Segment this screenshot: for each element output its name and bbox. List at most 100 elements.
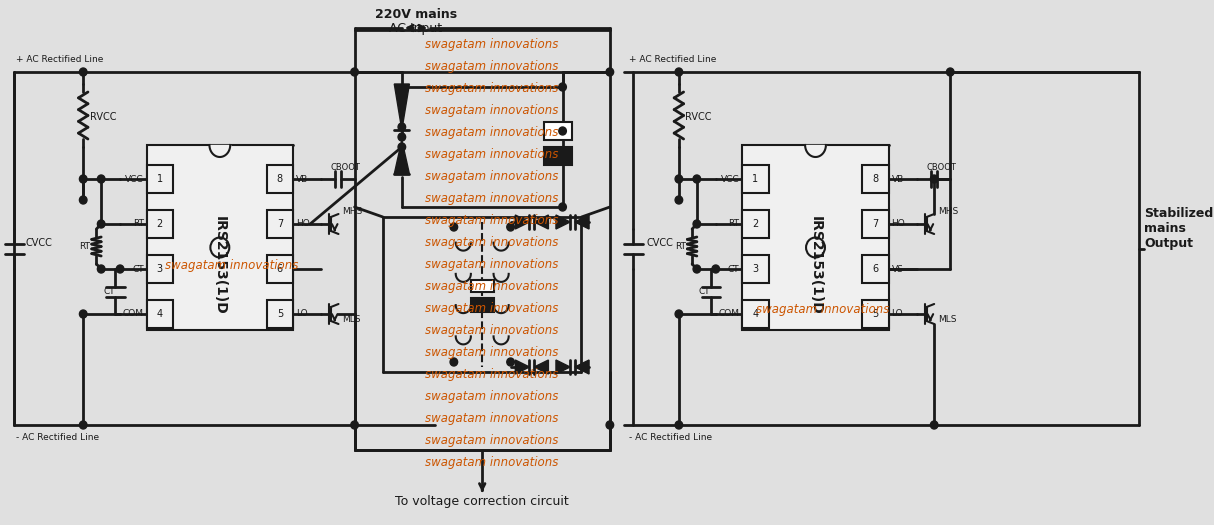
Bar bbox=[471, 279, 494, 291]
Text: RT: RT bbox=[132, 219, 143, 228]
Polygon shape bbox=[515, 215, 529, 229]
Bar bbox=[544, 147, 572, 165]
Circle shape bbox=[398, 123, 405, 131]
Text: IRS2153(1)D: IRS2153(1)D bbox=[809, 216, 823, 315]
Text: swagatam innovations: swagatam innovations bbox=[425, 170, 558, 183]
Bar bbox=[267, 210, 293, 238]
Text: swagatam innovations: swagatam innovations bbox=[425, 82, 558, 95]
Text: swagatam innovations: swagatam innovations bbox=[425, 192, 558, 205]
Text: 6: 6 bbox=[873, 264, 879, 274]
Circle shape bbox=[675, 310, 682, 318]
Bar bbox=[147, 300, 174, 328]
Text: CT: CT bbox=[727, 265, 739, 274]
Text: VCC: VCC bbox=[721, 174, 739, 184]
Text: swagatam innovations: swagatam innovations bbox=[425, 412, 558, 425]
Text: CVCC: CVCC bbox=[25, 238, 52, 248]
Circle shape bbox=[693, 175, 700, 183]
Circle shape bbox=[806, 237, 826, 257]
Circle shape bbox=[930, 421, 938, 429]
Text: swagatam innovations: swagatam innovations bbox=[425, 434, 558, 447]
Text: 7: 7 bbox=[873, 219, 879, 229]
Text: + AC Rectified Line: + AC Rectified Line bbox=[629, 55, 716, 64]
Bar bbox=[147, 165, 174, 193]
Bar bbox=[862, 255, 889, 283]
Text: MLS: MLS bbox=[342, 314, 361, 323]
Bar bbox=[742, 255, 768, 283]
Circle shape bbox=[675, 421, 682, 429]
Text: 6: 6 bbox=[277, 264, 283, 274]
Text: Stabilized
mains
Output: Stabilized mains Output bbox=[1144, 207, 1213, 250]
Text: 1: 1 bbox=[753, 174, 759, 184]
Circle shape bbox=[79, 68, 87, 76]
Circle shape bbox=[210, 237, 229, 257]
Circle shape bbox=[558, 152, 567, 160]
Text: - AC Rectified Line: - AC Rectified Line bbox=[629, 433, 711, 442]
Text: VB: VB bbox=[891, 174, 904, 184]
Circle shape bbox=[606, 421, 613, 429]
Circle shape bbox=[675, 68, 682, 76]
Text: MHS: MHS bbox=[342, 207, 363, 216]
Circle shape bbox=[693, 265, 700, 273]
Circle shape bbox=[97, 220, 104, 228]
Circle shape bbox=[398, 133, 405, 141]
Text: VCC: VCC bbox=[125, 174, 143, 184]
Text: CBOOT: CBOOT bbox=[926, 163, 957, 172]
Bar bbox=[147, 255, 174, 283]
Text: 7: 7 bbox=[277, 219, 283, 229]
Text: CT: CT bbox=[699, 287, 710, 296]
Text: VS: VS bbox=[891, 265, 903, 274]
Circle shape bbox=[506, 358, 515, 366]
Text: RT: RT bbox=[675, 242, 686, 251]
Text: swagatam innovations: swagatam innovations bbox=[425, 38, 558, 51]
Circle shape bbox=[97, 265, 104, 273]
Text: CVCC: CVCC bbox=[647, 238, 674, 248]
Text: 4: 4 bbox=[753, 309, 759, 319]
Text: IRS2153(1)D: IRS2153(1)D bbox=[212, 216, 227, 315]
Text: 3: 3 bbox=[753, 264, 759, 274]
Text: 3: 3 bbox=[157, 264, 163, 274]
Circle shape bbox=[450, 358, 458, 366]
Bar bbox=[544, 122, 572, 140]
Text: COM: COM bbox=[719, 310, 739, 319]
Text: swagatam innovations: swagatam innovations bbox=[425, 258, 558, 271]
Bar bbox=[471, 298, 494, 311]
Text: 1: 1 bbox=[157, 174, 163, 184]
Text: 2: 2 bbox=[157, 219, 163, 229]
Bar bbox=[147, 145, 293, 330]
Polygon shape bbox=[534, 360, 549, 374]
Text: LO: LO bbox=[296, 310, 307, 319]
Text: 2: 2 bbox=[753, 219, 759, 229]
Bar bbox=[267, 165, 293, 193]
Text: To voltage correction circuit: To voltage correction circuit bbox=[396, 496, 569, 509]
Circle shape bbox=[97, 175, 104, 183]
Text: swagatam innovations: swagatam innovations bbox=[425, 368, 558, 381]
Bar bbox=[742, 210, 768, 238]
Bar bbox=[862, 165, 889, 193]
Text: swagatam innovations: swagatam innovations bbox=[425, 60, 558, 73]
Circle shape bbox=[947, 68, 954, 76]
Text: MHS: MHS bbox=[938, 207, 958, 216]
Text: COM: COM bbox=[123, 310, 143, 319]
Circle shape bbox=[79, 196, 87, 204]
Text: 220V mains: 220V mains bbox=[375, 8, 458, 21]
Circle shape bbox=[351, 68, 358, 76]
Circle shape bbox=[930, 175, 938, 183]
Circle shape bbox=[506, 223, 515, 231]
Text: swagatam innovations: swagatam innovations bbox=[425, 324, 558, 337]
Text: RT: RT bbox=[728, 219, 739, 228]
Polygon shape bbox=[395, 140, 409, 174]
Text: 4: 4 bbox=[157, 309, 163, 319]
Text: CT: CT bbox=[132, 265, 143, 274]
Text: VB: VB bbox=[296, 174, 308, 184]
Text: 8: 8 bbox=[277, 174, 283, 184]
Text: swagatam innovations: swagatam innovations bbox=[756, 303, 890, 317]
Text: swagatam innovations: swagatam innovations bbox=[165, 258, 299, 271]
Polygon shape bbox=[534, 215, 549, 229]
Text: HO: HO bbox=[891, 219, 906, 228]
Bar bbox=[267, 255, 293, 283]
Text: MLS: MLS bbox=[938, 314, 957, 323]
Circle shape bbox=[398, 143, 405, 151]
Circle shape bbox=[558, 203, 567, 211]
Text: swagatam innovations: swagatam innovations bbox=[425, 390, 558, 403]
Circle shape bbox=[79, 310, 87, 318]
